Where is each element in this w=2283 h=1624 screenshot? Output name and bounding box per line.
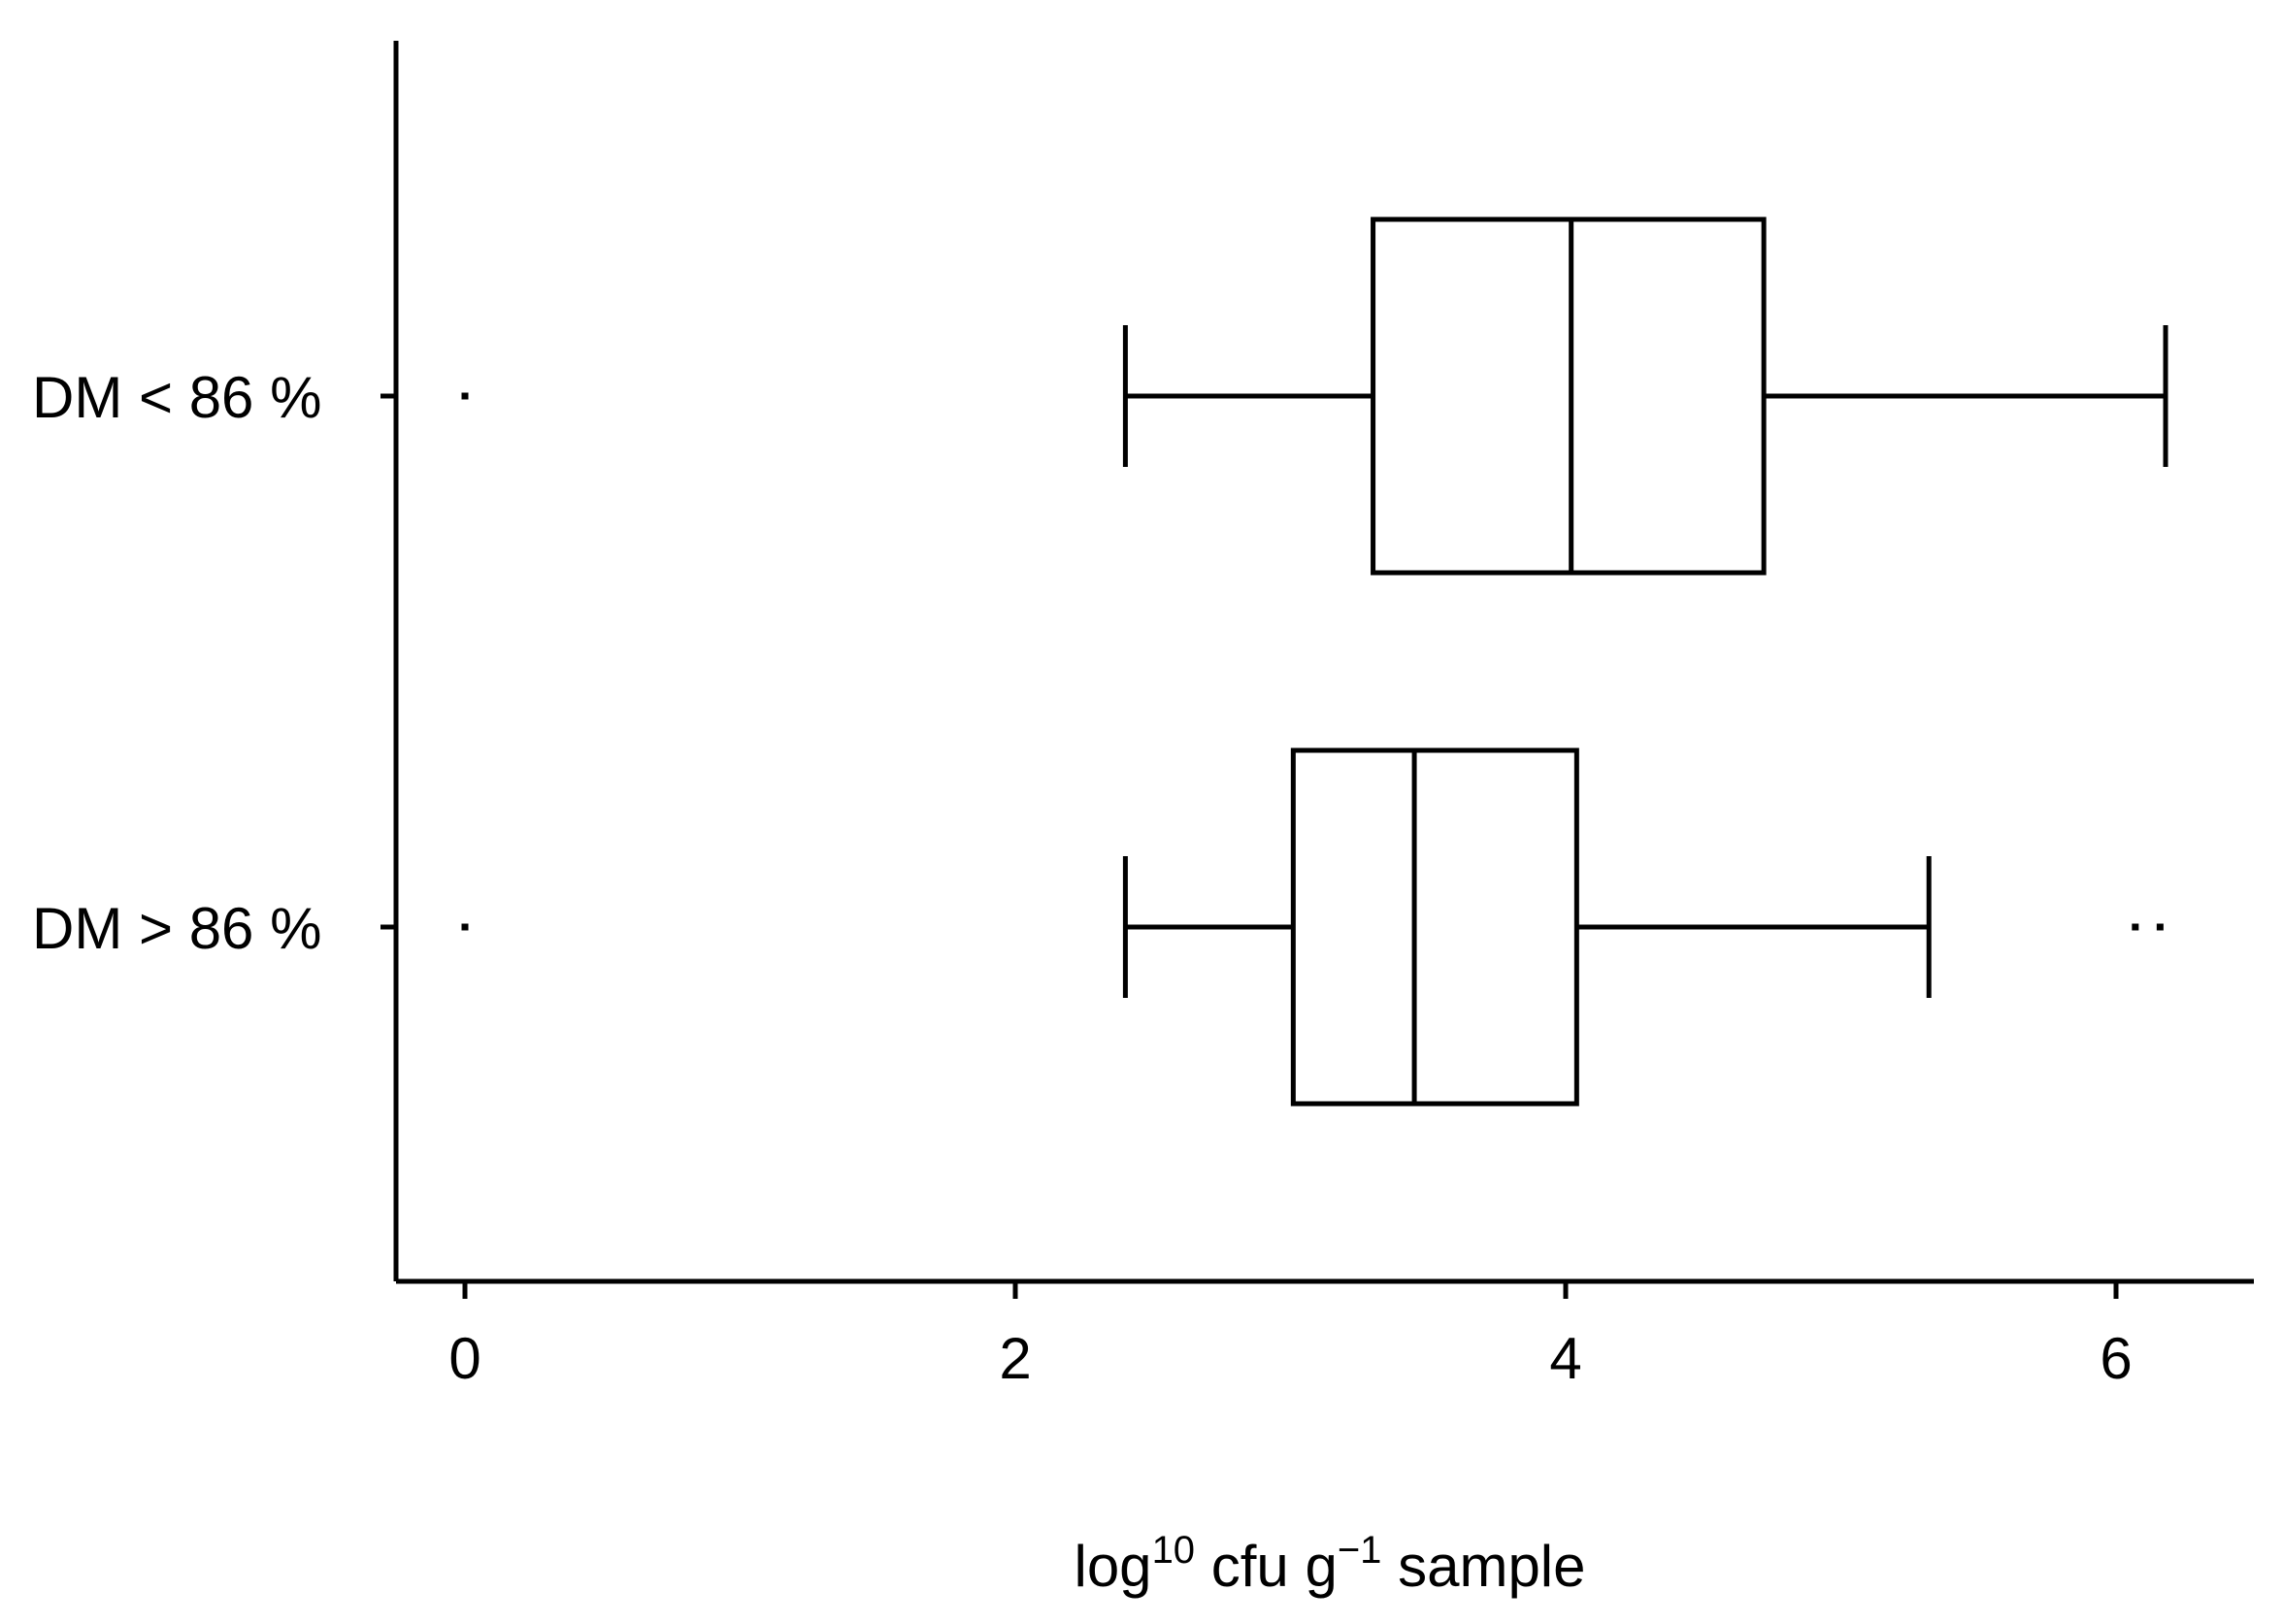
x-tick-label: 4 (1549, 1326, 1581, 1391)
category-label: DM < 86 % (32, 365, 321, 430)
axes (393, 41, 2254, 1284)
outlier-point (2132, 923, 2139, 931)
plot-area (461, 216, 2168, 1107)
outlier-point (461, 392, 469, 400)
outlier-point (2156, 923, 2164, 931)
x-axis-title-superscript-2: −1 (1338, 1529, 1382, 1572)
x-axis-title-base: log (1074, 1534, 1151, 1599)
x-tick-label: 2 (999, 1326, 1031, 1391)
x-tick-label: 6 (2100, 1326, 2132, 1391)
box-iqr (1371, 216, 1767, 576)
x-axis-title-superscript-1: 10 (1152, 1529, 1196, 1572)
category-label: DM > 86 % (32, 896, 321, 961)
x-axis-title-tail: sample (1381, 1534, 1585, 1599)
box-group (461, 747, 2164, 1107)
box-group (461, 216, 2168, 576)
x-tick-label: 0 (448, 1326, 480, 1391)
x-axis-title: log10 cfu g−1 sample (1074, 1529, 1585, 1599)
x-axis-title-middle: cfu g (1195, 1534, 1338, 1599)
outlier-point (461, 923, 469, 931)
category-labels: DM < 86 % DM > 86 % (32, 365, 396, 961)
box-iqr (1290, 747, 1579, 1107)
x-axis-ticks: 0 2 4 6 (448, 1281, 2133, 1391)
